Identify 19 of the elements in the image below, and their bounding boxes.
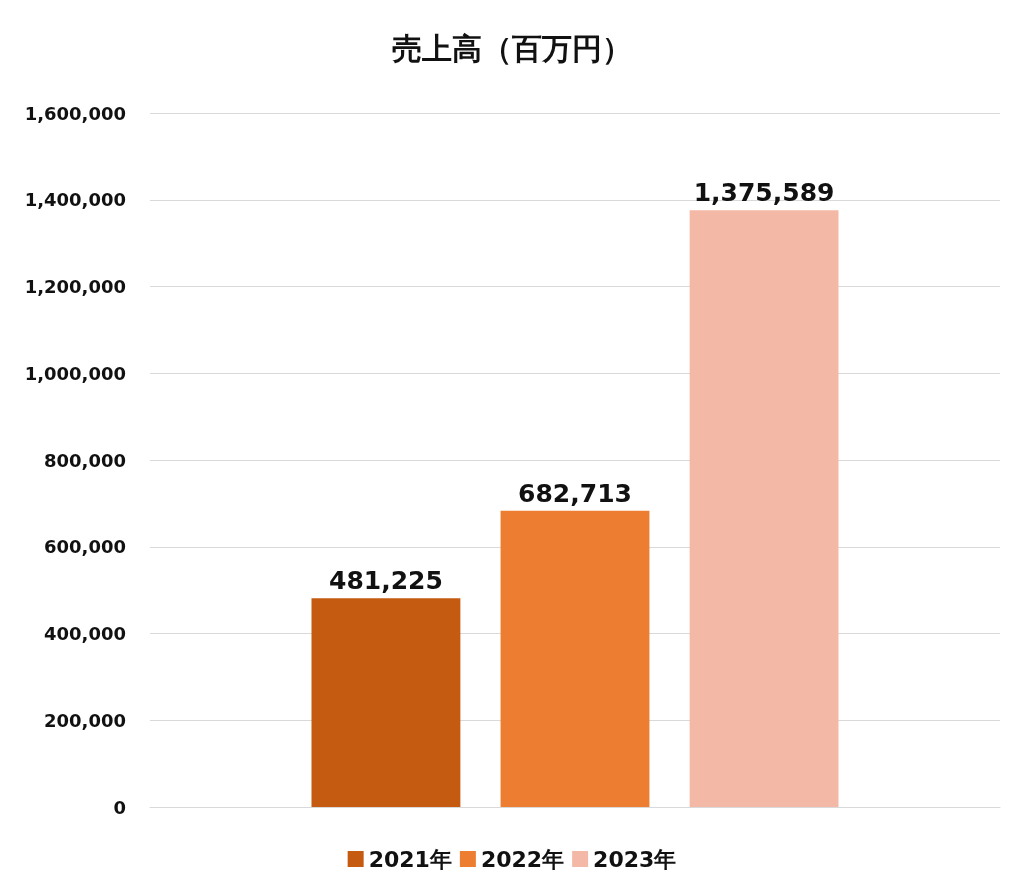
y-tick-label: 400,000 [44, 623, 126, 644]
legend-label: 2023年 [593, 846, 677, 872]
y-tick-label: 600,000 [44, 536, 126, 558]
y-tick-label: 1,400,000 [24, 189, 126, 211]
y-tick-label: 1,000,000 [24, 362, 126, 384]
y-tick-label: 200,000 [44, 709, 126, 731]
data-label: 481,225 [329, 566, 443, 596]
legend-label: 2021年 [368, 846, 452, 872]
bar [311, 598, 461, 807]
y-tick-label: 1,600,000 [24, 102, 126, 124]
data-label: 682,713 [518, 478, 632, 508]
y-tick-label: 800,000 [44, 449, 126, 471]
bar [689, 210, 839, 807]
data-label: 1,375,589 [693, 178, 835, 208]
legend-label: 2022年 [480, 846, 565, 872]
chart-title: 売上高（百万円） [392, 30, 632, 66]
y-tick-label: 1,200,000 [24, 276, 126, 297]
bar [500, 510, 650, 807]
y-tick-label: 0 [113, 796, 126, 818]
